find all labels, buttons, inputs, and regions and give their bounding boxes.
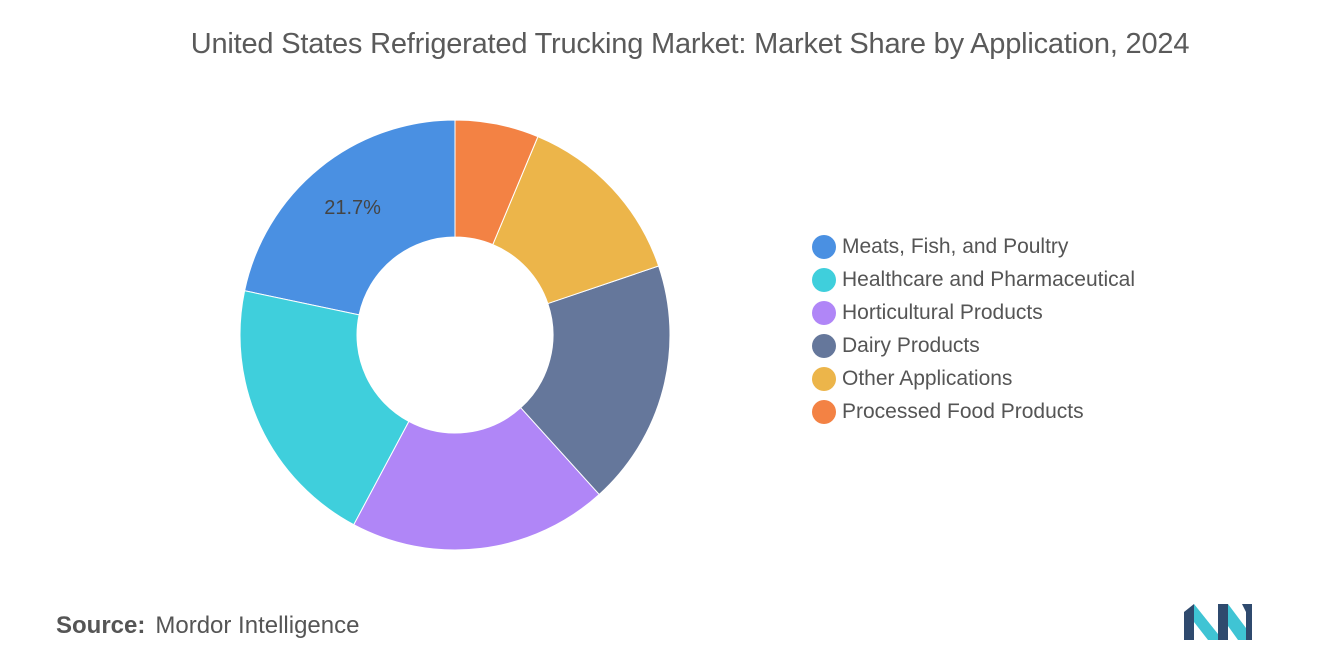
legend-swatch	[812, 300, 836, 325]
mordor-intelligence-logo-icon	[1184, 604, 1252, 640]
source-value: Mordor Intelligence	[155, 612, 360, 639]
legend-label: Dairy Products	[842, 333, 980, 357]
source-label: Source:	[56, 612, 146, 639]
legend-label: Horticultural Products	[842, 300, 1043, 324]
legend-label: Other Applications	[842, 366, 1013, 390]
chart-legend: Meats, Fish, and Poultry Healthcare and P…	[812, 230, 1135, 428]
legend-label: Meats, Fish, and Poultry	[842, 234, 1069, 258]
legend-swatch	[812, 399, 836, 424]
legend-item-healthcare-and-pharmaceutical: Healthcare and Pharmaceutical	[812, 263, 1135, 296]
legend-swatch	[812, 267, 836, 292]
chart-title: United States Refrigerated Trucking Mark…	[190, 28, 1190, 60]
legend-label: Healthcare and Pharmaceutical	[842, 267, 1135, 291]
legend-swatch	[812, 234, 836, 259]
slice-processed-food-products	[454, 119, 539, 246]
slice-dairy-products	[520, 265, 671, 496]
donut-chart: 21.7%	[239, 119, 671, 551]
slice-meats-fish-and-poultry	[244, 119, 456, 316]
legend-item-dairy-products: Dairy Products	[812, 329, 1135, 362]
legend-item-other-applications: Other Applications	[812, 362, 1135, 395]
slice-healthcare-and-pharmaceutical	[239, 290, 410, 526]
source-note: Source: Mordor Intelligence	[56, 612, 359, 640]
legend-label: Processed Food Products	[842, 399, 1084, 423]
legend-swatch	[812, 366, 836, 391]
legend-item-processed-food-products: Processed Food Products	[812, 395, 1135, 428]
legend-item-meats-fish-and-poultry: Meats, Fish, and Poultry	[812, 230, 1135, 263]
legend-swatch	[812, 333, 836, 358]
data-label-meats-fish-and-poultry: 21.7%	[324, 197, 381, 219]
legend-item-horticultural-products: Horticultural Products	[812, 296, 1135, 329]
slice-horticultural-products	[353, 406, 600, 551]
